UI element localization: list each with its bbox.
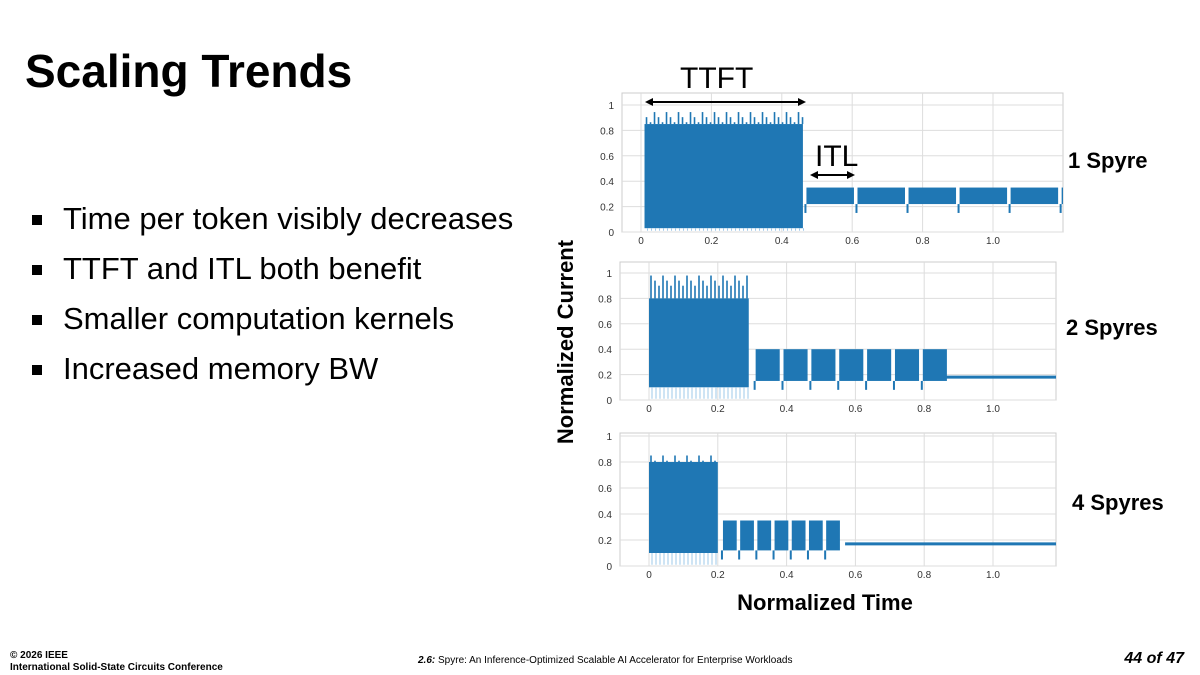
bullet-text: Increased memory BW <box>63 351 379 386</box>
y-tick-label: 0.4 <box>598 345 612 356</box>
itl-burst <box>755 349 780 381</box>
itl-burst <box>959 187 1008 205</box>
y-tick-label: 0.8 <box>598 294 612 305</box>
copyright-text: © 2026 IEEE <box>10 650 68 661</box>
itl-burst <box>908 187 957 205</box>
x-tick-label: 0.4 <box>780 570 794 581</box>
y-tick-label: 0.2 <box>598 536 612 547</box>
itl-burst <box>922 349 947 381</box>
footer-paper: 2.6: Spyre: An Inference-Optimized Scala… <box>418 655 792 666</box>
ttft-burst <box>649 298 749 388</box>
panel-label-4-spyres: 4 Spyres <box>1072 490 1164 515</box>
y-tick-label: 0.8 <box>600 126 614 137</box>
itl-burst <box>867 349 892 381</box>
x-tick-label: 1.0 <box>986 404 1000 415</box>
x-tick-label: 0.4 <box>780 404 794 415</box>
y-tick-label: 0.8 <box>598 458 612 469</box>
bullet-list: Time per token visibly decreases TTFT an… <box>30 200 523 400</box>
y-tick-label: 0.4 <box>598 510 612 521</box>
y-tick-label: 1 <box>606 269 612 280</box>
x-tick-label: 0.2 <box>704 236 718 247</box>
itl-burst <box>774 520 789 551</box>
ttft-burst <box>649 462 718 553</box>
bullet-item: Increased memory BW <box>30 350 523 388</box>
itl-burst <box>826 520 840 551</box>
itl-burst <box>857 187 905 205</box>
itl-burst <box>1061 187 1063 205</box>
y-tick-label: 0.2 <box>598 371 612 382</box>
square-bullet-icon <box>32 265 42 275</box>
y-tick-label: 0.6 <box>598 320 612 331</box>
itl-annotation: ITL <box>815 140 859 173</box>
y-tick-label: 0 <box>606 396 612 407</box>
x-tick-label: 1.0 <box>986 236 1000 247</box>
y-tick-label: 0 <box>608 228 614 239</box>
x-tick-label: 0.6 <box>845 236 859 247</box>
panel-label-2-spyres: 2 Spyres <box>1066 315 1158 340</box>
itl-burst <box>740 520 754 551</box>
x-tick-label: 0.2 <box>711 404 725 415</box>
x-tick-label: 0.8 <box>917 404 931 415</box>
bullet-item: Smaller computation kernels <box>30 300 523 338</box>
itl-burst <box>722 520 737 551</box>
x-tick-label: 0 <box>646 570 652 581</box>
x-axis-label: Normalized Time <box>737 590 913 615</box>
x-tick-label: 0.2 <box>711 570 725 581</box>
y-tick-label: 1 <box>606 432 612 443</box>
y-axis-label: Normalized Current <box>553 239 578 445</box>
x-tick-label: 1.0 <box>986 570 1000 581</box>
y-tick-label: 0.2 <box>600 203 614 214</box>
x-tick-label: 0.8 <box>916 236 930 247</box>
y-tick-label: 0.6 <box>598 484 612 495</box>
itl-burst <box>894 349 920 381</box>
paper-title: Spyre: An Inference-Optimized Scalable A… <box>435 655 793 666</box>
itl-burst <box>808 520 823 551</box>
x-tick-label: 0.6 <box>848 404 862 415</box>
itl-burst <box>757 520 772 551</box>
ttft-annotation: TTFT <box>680 62 754 95</box>
square-bullet-icon <box>32 315 42 325</box>
x-tick-label: 0.4 <box>775 236 789 247</box>
slide-title: Scaling Trends <box>25 45 353 97</box>
bullet-item: Time per token visibly decreases <box>30 200 523 238</box>
itl-burst <box>811 349 836 381</box>
itl-burst <box>1010 187 1059 205</box>
paper-number: 2.6: <box>418 655 436 666</box>
itl-burst <box>839 349 864 381</box>
page-number: 44 of 47 <box>1124 650 1184 667</box>
x-tick-label: 0 <box>638 236 644 247</box>
panel-label-1-spyre: 1 Spyre <box>1068 148 1148 173</box>
x-tick-label: 0.8 <box>917 570 931 581</box>
ttft-burst <box>644 124 803 229</box>
bullet-item: TTFT and ITL both benefit <box>30 250 523 288</box>
x-tick-label: 0 <box>646 404 652 415</box>
bullet-text: Time per token visibly decreases <box>63 201 514 236</box>
itl-burst <box>791 520 806 551</box>
itl-burst <box>806 187 854 205</box>
square-bullet-icon <box>32 365 42 375</box>
y-tick-label: 0.4 <box>600 177 614 188</box>
y-tick-label: 0 <box>606 562 612 573</box>
footer-copyright: © 2026 IEEE International Solid-State Ci… <box>10 650 223 674</box>
square-bullet-icon <box>32 215 42 225</box>
bullet-text: Smaller computation kernels <box>63 301 455 336</box>
x-tick-label: 0.6 <box>848 570 862 581</box>
y-tick-label: 0.6 <box>600 152 614 163</box>
conference-name: International Solid-State Circuits Confe… <box>10 662 223 673</box>
itl-burst <box>783 349 808 381</box>
y-tick-label: 1 <box>608 101 614 112</box>
bullet-text: TTFT and ITL both benefit <box>63 251 422 286</box>
